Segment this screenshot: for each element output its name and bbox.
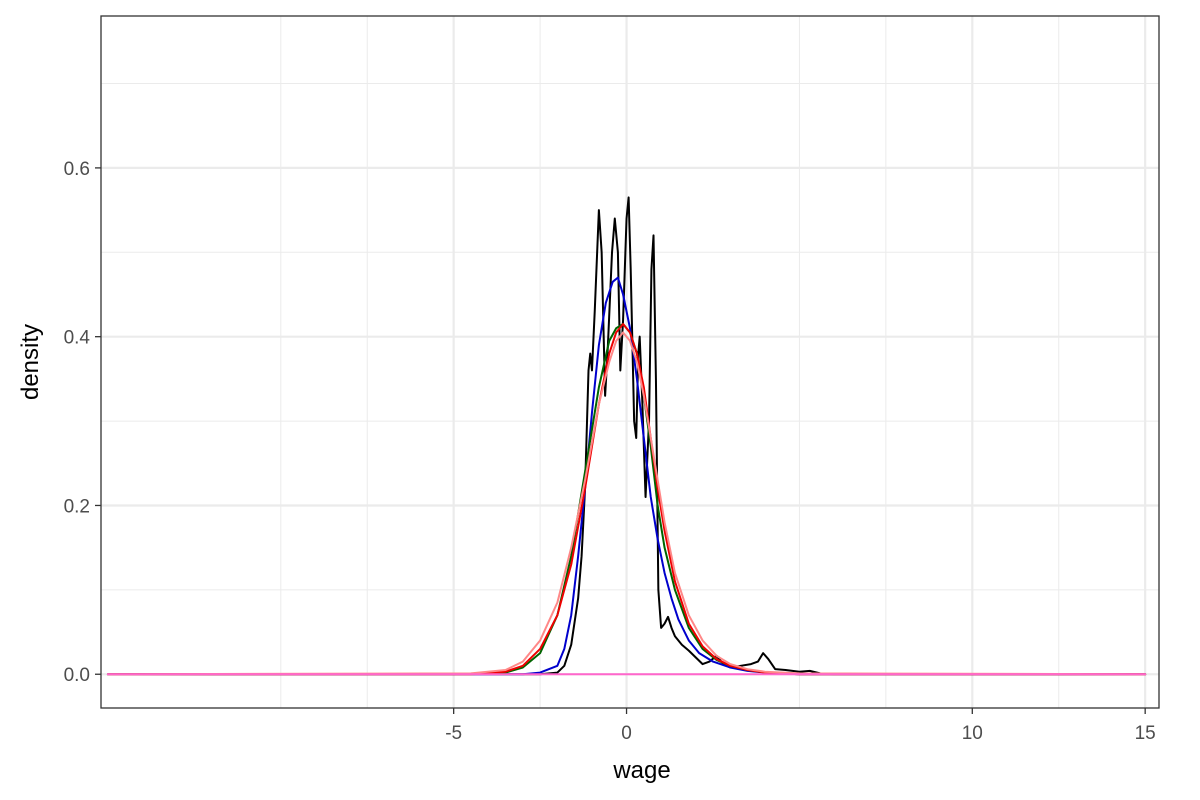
y-tick-label: 0.0 — [64, 665, 90, 686]
density-line-2 — [106, 276, 1147, 676]
plot-panel-background — [101, 16, 1159, 708]
y-tick-label: 0.4 — [64, 328, 91, 349]
x-axis-title: wage — [612, 757, 670, 784]
series-layer — [106, 196, 1147, 676]
y-tick-label: 0.6 — [64, 159, 90, 180]
density-line-5 — [106, 331, 1147, 676]
plot-panel-border — [100, 15, 1160, 709]
x-tick-label: 0 — [621, 723, 632, 744]
x-tick-label: -5 — [445, 723, 462, 744]
y-tick-label: 0.2 — [64, 496, 90, 517]
x-tick-label: 15 — [1135, 723, 1156, 744]
x-axis: -5 0 10 15 — [445, 708, 1156, 744]
x-tick-label: 10 — [962, 723, 983, 744]
density-line-4 — [106, 323, 1147, 676]
y-axis: 0.0 0.2 0.4 0.6 — [64, 159, 101, 686]
y-axis-title: density — [17, 324, 44, 400]
density-line-1 — [106, 196, 1147, 676]
